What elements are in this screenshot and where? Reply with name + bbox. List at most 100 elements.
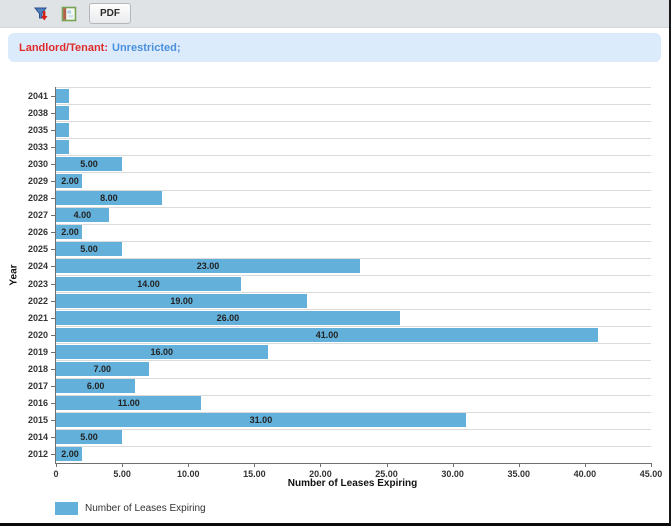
x-tick-mark [518,463,520,467]
bar [56,362,149,376]
y-tick-label: 2041 [27,90,48,101]
bar-value-label: 23.00 [196,261,220,272]
x-tick-label: 40.00 [573,469,597,479]
y-tick-mark [51,283,56,285]
banner-label: Landlord/Tenant: [19,41,109,54]
y-tick-label: 2022 [27,295,48,306]
bar-value-label: 11.00 [117,398,140,409]
plot-area: 2041 2038 2035 2033 5.00 2030 2.00 2029 8.00 2028… [28,87,662,479]
filter-banner: Landlord/Tenant: Unrestricted; [8,33,661,62]
bar-value-label: 5.00 [80,432,98,443]
grid-row-line [56,445,651,447]
grid-row-line [56,343,651,345]
y-tick-mark [51,215,56,217]
x-tick-label: 25.00 [375,469,398,479]
grid-row-line [56,377,651,379]
y-tick-label: 2027 [27,210,48,221]
grid-row-line [56,138,651,140]
y-tick-mark [51,454,56,456]
bar [56,379,136,394]
x-tick-label: 45.00 [639,469,663,479]
y-tick-mark [51,266,56,268]
bar-value-label: 2.00 [61,227,79,238]
y-tick-mark [51,420,56,422]
y-tick-mark [51,369,56,370]
y-axis-title: Year [8,264,20,286]
bar [56,156,123,171]
x-tick-label: 10.00 [176,469,200,479]
y-tick-label: 2017 [27,381,48,392]
bar [56,225,83,240]
bar [56,191,162,206]
grid-row-line [56,155,651,157]
bar-value-label: 26.00 [216,312,240,323]
bar [56,139,70,154]
x-tick-mark [452,463,454,467]
legend-swatch [55,502,78,515]
bar [56,396,202,411]
pdf-button[interactable]: PDF [89,3,131,24]
y-tick-label: 2024 [27,261,48,272]
x-tick-mark [56,463,57,467]
bar-value-label: 31.00 [249,415,273,426]
x-tick-mark [320,463,322,467]
bar-value-label: 5.00 [80,158,98,169]
bar [56,122,70,137]
x-tick-mark [386,463,388,467]
x-tick-label: 5.00 [113,469,131,479]
grid-row-line [56,172,651,174]
grid-row-line [56,309,651,311]
bar [56,413,466,428]
bar [56,310,400,325]
y-tick-label: 2020 [27,329,48,340]
y-tick-mark [51,249,56,251]
y-tick-mark [51,181,56,182]
y-tick-mark [51,112,56,114]
x-tick-mark [188,463,190,467]
y-tick-label: 2014 [27,432,48,443]
bar-value-label: 2.00 [61,449,79,460]
grid-row-line [56,257,651,259]
bar-value-label: 5.00 [80,244,98,255]
bar [56,293,308,308]
x-axis-title: Number of Leases Expiring [287,478,418,489]
y-tick-label: 2015 [27,415,48,426]
report-icon[interactable] [61,6,77,22]
y-tick-mark [51,351,56,353]
y-tick-label: 2012 [27,449,48,460]
bar-value-label: 2.00 [61,176,79,186]
toolbar: PDF [0,0,669,28]
grid-row-line [56,189,651,191]
y-tick-mark [51,163,56,165]
y-tick-mark [51,146,56,148]
x-tick-label: 15.00 [243,469,266,479]
grid-row-line [56,326,651,328]
y-tick-label: 2038 [27,107,48,118]
bar [56,327,599,342]
bar [56,242,123,257]
y-tick-mark [51,403,56,405]
bar [56,276,242,291]
grid-row-line [56,223,651,225]
y-tick-mark [51,198,56,200]
bar [56,344,268,359]
bar-value-label: 4.00 [73,210,92,221]
y-tick-label: 2025 [27,244,48,255]
bar-value-label: 41.00 [315,329,339,340]
bar [56,105,70,120]
y-tick-label: 2029 [27,176,48,186]
x-tick-label: 0 [53,469,59,479]
y-tick-label: 2028 [27,193,48,204]
bar [56,208,109,223]
grid-row-line [56,275,651,276]
x-tick-mark [651,463,652,467]
y-tick-mark [51,437,56,439]
grid-row-line [56,87,651,88]
y-tick-mark [51,129,56,131]
bar-value-label: 6.00 [86,381,105,392]
bar [56,447,83,462]
filter-export-icon[interactable] [33,6,49,22]
x-tick-label: 35.00 [507,469,531,479]
bar [56,430,123,445]
